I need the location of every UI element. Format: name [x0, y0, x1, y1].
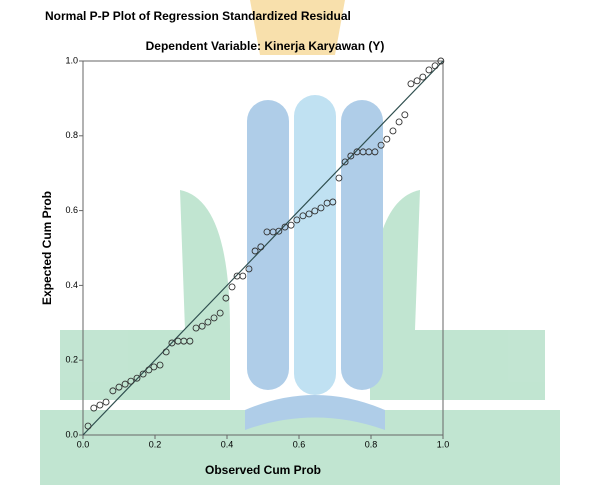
point — [234, 273, 240, 279]
x-tick-label: 0.0 — [77, 439, 90, 449]
x-tick-label: 0.6 — [293, 439, 306, 449]
x-tick-label: 0.2 — [149, 439, 162, 449]
chart-subtitle: Dependent Variable: Kinerja Karyawan (Y) — [146, 39, 385, 53]
watermark-column — [247, 100, 289, 390]
y-tick-label: 0.0 — [65, 429, 78, 439]
point — [396, 119, 402, 125]
x-tick-label: 1.0 — [437, 439, 450, 449]
point — [408, 81, 414, 87]
point — [384, 136, 390, 142]
watermark-column — [341, 100, 383, 390]
watermark-column — [294, 95, 336, 395]
point — [97, 402, 103, 408]
watermark-shape — [370, 330, 545, 400]
point — [240, 273, 246, 279]
x-tick-label: 0.8 — [365, 439, 378, 449]
chart: Normal P-P Plot of Regression Standardiz… — [0, 0, 598, 485]
y-axis-label: Expected Cum Prob — [40, 191, 54, 305]
watermark-shape — [60, 330, 230, 400]
y-tick-label: 0.6 — [65, 205, 78, 215]
point — [390, 128, 396, 134]
y-tick-label: 1.0 — [65, 55, 78, 65]
point — [402, 112, 408, 118]
y-tick-label: 0.4 — [65, 280, 78, 290]
point — [426, 67, 432, 73]
chart-title: Normal P-P Plot of Regression Standardiz… — [45, 9, 351, 23]
point — [432, 63, 438, 69]
x-tick-label: 0.4 — [221, 439, 234, 449]
point — [229, 284, 235, 290]
watermark — [40, 0, 560, 485]
x-axis-label: Observed Cum Prob — [205, 463, 321, 477]
y-tick-label: 0.2 — [65, 355, 78, 365]
point — [414, 78, 420, 84]
point — [420, 74, 426, 80]
y-tick-label: 0.8 — [65, 130, 78, 140]
